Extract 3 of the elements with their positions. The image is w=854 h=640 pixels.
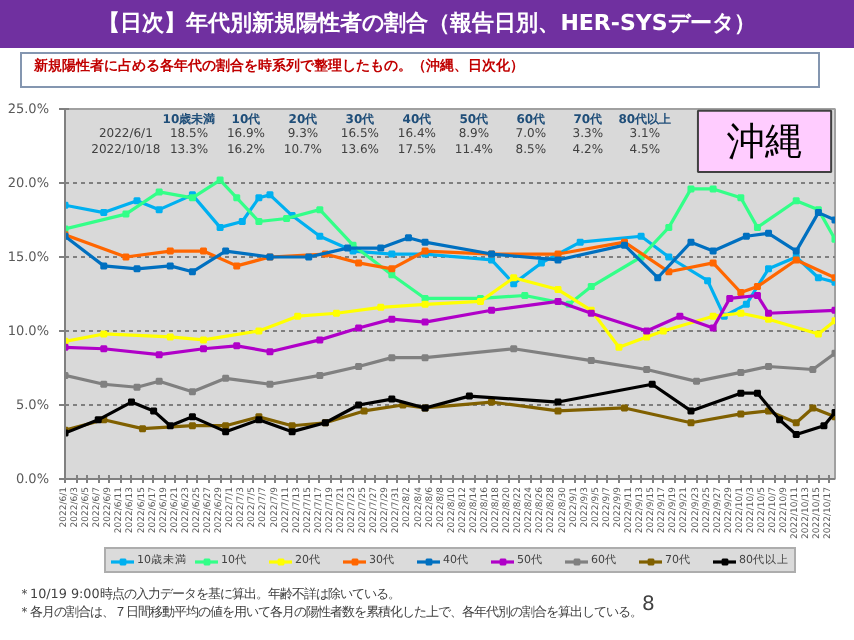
annotation: 沖縄 [726, 119, 803, 164]
text: 8 [642, 593, 655, 615]
chart-title: 【日次】年代別新規陽性者の割合（報告日別、HER-SYSデータ） [98, 8, 756, 40]
